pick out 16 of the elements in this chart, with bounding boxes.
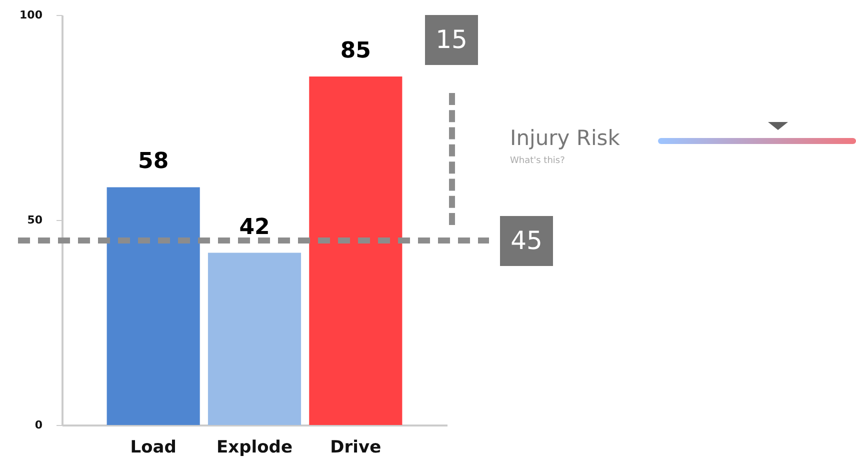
x-tick-label: Load xyxy=(130,438,176,458)
y-tick-label: 100 xyxy=(20,8,43,22)
y-tick-label: 50 xyxy=(27,214,43,226)
text: What's this? xyxy=(510,156,565,166)
bar xyxy=(208,252,302,425)
bar xyxy=(309,76,402,425)
ref-line-label: 45 xyxy=(500,216,553,266)
bar xyxy=(106,187,200,425)
data-label: 42 xyxy=(239,214,270,240)
data-label: 58 xyxy=(138,149,169,174)
x-tick-label: Explode xyxy=(216,438,292,458)
y-tick-label: 0 xyxy=(34,418,43,432)
text: Injury Risk xyxy=(510,126,620,150)
annotation: 15 xyxy=(425,15,478,65)
x-tick-label: Drive xyxy=(330,438,382,458)
data-label: 85 xyxy=(340,38,371,64)
